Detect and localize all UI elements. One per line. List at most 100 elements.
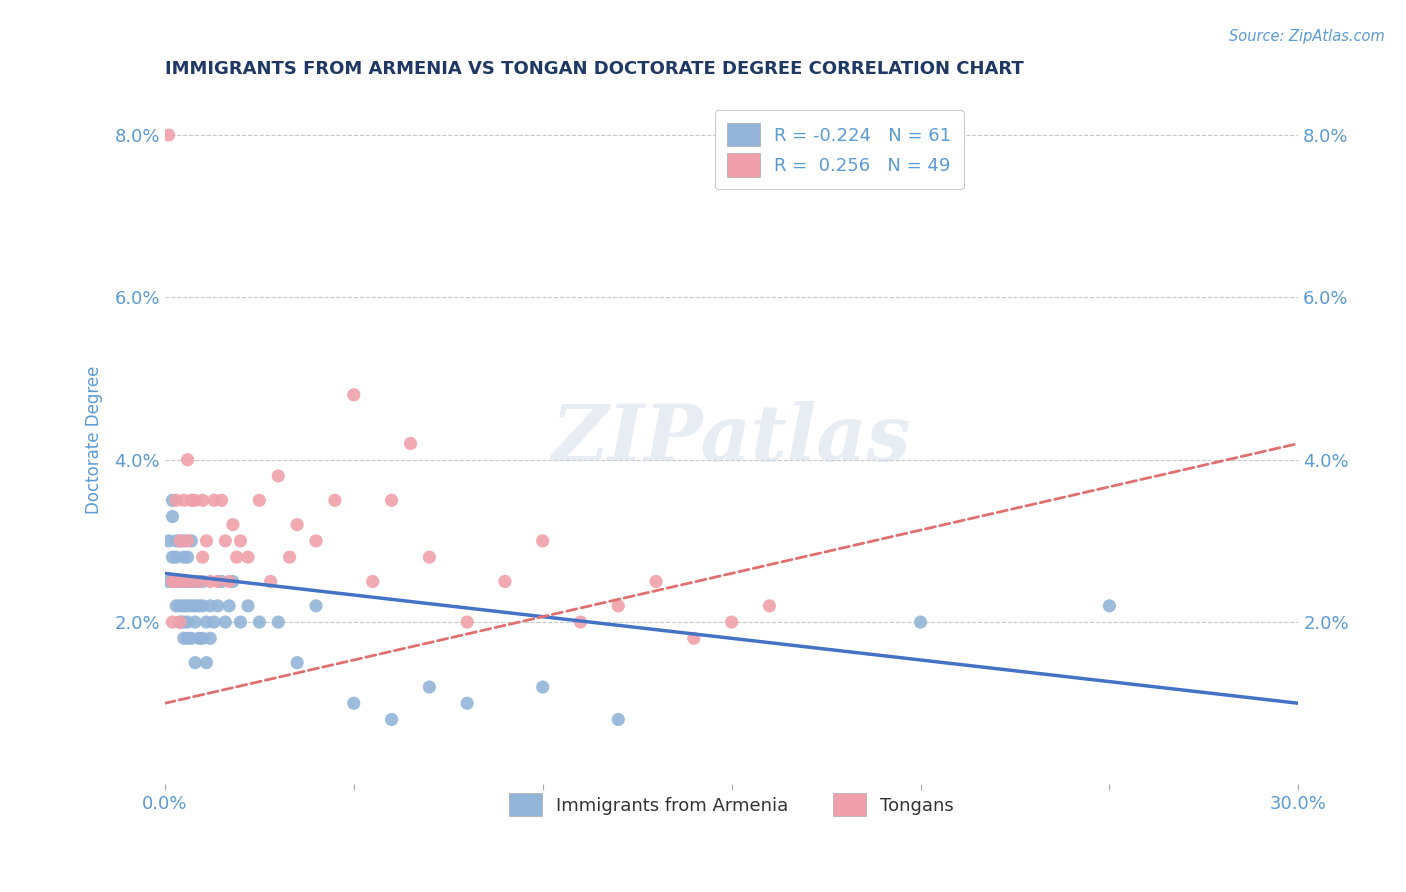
Point [247, 493, 270, 508]
Y-axis label: Doctorate Degree: Doctorate Degree [86, 365, 103, 514]
Point [184, 599, 207, 613]
Point [531, 533, 554, 548]
Point [343, 696, 366, 710]
Point [165, 599, 187, 613]
Point [218, 574, 240, 589]
Point [165, 533, 187, 548]
Text: IMMIGRANTS FROM ARMENIA VS TONGAN DOCTORATE DEGREE CORRELATION CHART: IMMIGRANTS FROM ARMENIA VS TONGAN DOCTOR… [165, 60, 1024, 78]
Point [236, 550, 259, 565]
Point [176, 599, 198, 613]
Point [645, 574, 668, 589]
Point [305, 533, 328, 548]
Point [162, 574, 184, 589]
Point [169, 599, 191, 613]
Text: Source: ZipAtlas.com: Source: ZipAtlas.com [1229, 29, 1385, 45]
Point [162, 550, 184, 565]
Point [176, 632, 198, 646]
Point [157, 574, 180, 589]
Point [720, 615, 742, 629]
Point [211, 493, 233, 508]
Point [180, 533, 202, 548]
Point [162, 615, 184, 629]
Point [165, 574, 187, 589]
Point [165, 550, 187, 565]
Point [184, 574, 207, 589]
Point [195, 615, 218, 629]
Point [173, 493, 195, 508]
Point [323, 493, 346, 508]
Point [229, 533, 252, 548]
Point [191, 574, 214, 589]
Point [176, 574, 198, 589]
Point [169, 615, 191, 629]
Point [176, 452, 198, 467]
Point [180, 574, 202, 589]
Point [173, 599, 195, 613]
Point [162, 509, 184, 524]
Point [218, 599, 240, 613]
Point [195, 656, 218, 670]
Point [202, 615, 225, 629]
Point [418, 680, 440, 694]
Point [214, 533, 236, 548]
Text: ZIPatlas: ZIPatlas [553, 401, 911, 478]
Point [305, 599, 328, 613]
Point [531, 680, 554, 694]
Point [157, 533, 180, 548]
Point [494, 574, 516, 589]
Point [247, 615, 270, 629]
Point [184, 615, 207, 629]
Point [267, 615, 290, 629]
Point [682, 632, 704, 646]
Point [267, 469, 290, 483]
Point [184, 493, 207, 508]
Point [361, 574, 384, 589]
Point [169, 533, 191, 548]
Point [207, 599, 229, 613]
Point [202, 493, 225, 508]
Point [418, 550, 440, 565]
Legend: Immigrants from Armenia, Tongans: Immigrants from Armenia, Tongans [502, 786, 962, 823]
Point [169, 615, 191, 629]
Point [200, 574, 222, 589]
Point [236, 599, 259, 613]
Point [187, 599, 209, 613]
Point [180, 574, 202, 589]
Point [191, 493, 214, 508]
Point [381, 493, 404, 508]
Point [165, 574, 187, 589]
Point [222, 574, 245, 589]
Point [456, 696, 478, 710]
Point [211, 574, 233, 589]
Point [165, 493, 187, 508]
Point [191, 550, 214, 565]
Point [456, 615, 478, 629]
Point [343, 388, 366, 402]
Point [187, 574, 209, 589]
Point [195, 533, 218, 548]
Point [184, 656, 207, 670]
Point [176, 615, 198, 629]
Point [173, 550, 195, 565]
Point [173, 615, 195, 629]
Point [1098, 599, 1121, 613]
Point [180, 599, 202, 613]
Point [381, 713, 404, 727]
Point [229, 615, 252, 629]
Point [200, 632, 222, 646]
Point [191, 632, 214, 646]
Point [180, 632, 202, 646]
Point [200, 599, 222, 613]
Point [180, 493, 202, 508]
Point [910, 615, 932, 629]
Point [176, 550, 198, 565]
Point [607, 713, 630, 727]
Point [162, 493, 184, 508]
Point [607, 599, 630, 613]
Point [214, 615, 236, 629]
Point [191, 599, 214, 613]
Point [285, 517, 308, 532]
Point [173, 533, 195, 548]
Point [176, 533, 198, 548]
Point [278, 550, 301, 565]
